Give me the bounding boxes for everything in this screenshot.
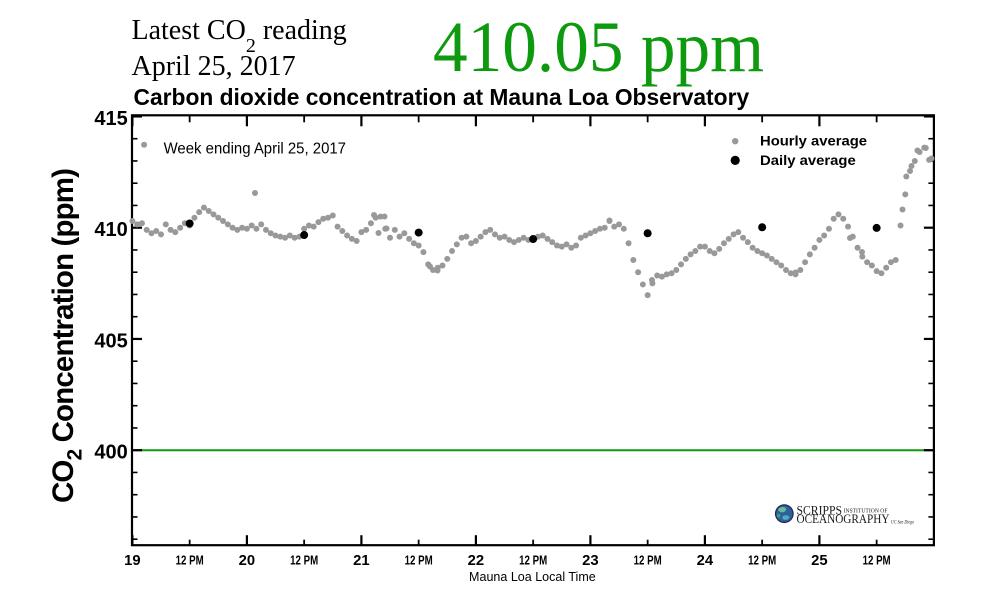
svg-text:SCRIPPS: SCRIPPS xyxy=(797,502,843,517)
svg-text:Daily average: Daily average xyxy=(760,153,856,169)
svg-text:12 PM: 12 PM xyxy=(290,553,318,567)
svg-text:410: 410 xyxy=(94,219,127,241)
svg-text:UC San Diego: UC San Diego xyxy=(891,520,914,526)
svg-text:12 PM: 12 PM xyxy=(863,553,891,567)
svg-text:12 PM: 12 PM xyxy=(176,553,204,567)
svg-text:405: 405 xyxy=(94,330,127,352)
svg-text:Hourly average: Hourly average xyxy=(760,134,867,150)
svg-text:20: 20 xyxy=(239,553,255,569)
svg-text:415: 415 xyxy=(94,108,127,130)
svg-text:Week ending April 25, 2017: Week ending April 25, 2017 xyxy=(164,141,346,158)
svg-text:400: 400 xyxy=(94,442,127,464)
svg-text:22: 22 xyxy=(468,553,484,569)
svg-text:410.05 ppm: 410.05 ppm xyxy=(433,6,764,87)
svg-text:21: 21 xyxy=(353,553,369,569)
svg-text:12 PM: 12 PM xyxy=(634,553,662,567)
svg-text:April 25, 2017: April 25, 2017 xyxy=(132,51,296,82)
svg-text:12 PM: 12 PM xyxy=(748,553,776,567)
svg-text:Carbon dioxide concentration a: Carbon dioxide concentration at Mauna Lo… xyxy=(134,84,750,110)
svg-text:OCEANOGRAPHY: OCEANOGRAPHY xyxy=(797,512,890,526)
svg-text:25: 25 xyxy=(811,553,827,569)
svg-text:24: 24 xyxy=(697,553,714,569)
svg-text:12 PM: 12 PM xyxy=(405,553,433,567)
svg-text:23: 23 xyxy=(582,553,598,569)
svg-text:12 PM: 12 PM xyxy=(519,553,547,567)
svg-text:19: 19 xyxy=(124,553,140,569)
svg-text:Mauna Loa Local Time: Mauna Loa Local Time xyxy=(469,569,596,584)
svg-text:INSTITUTION OF: INSTITUTION OF xyxy=(844,509,889,515)
svg-text:CO2 Concentration (ppm): CO2 Concentration (ppm) xyxy=(47,168,86,503)
